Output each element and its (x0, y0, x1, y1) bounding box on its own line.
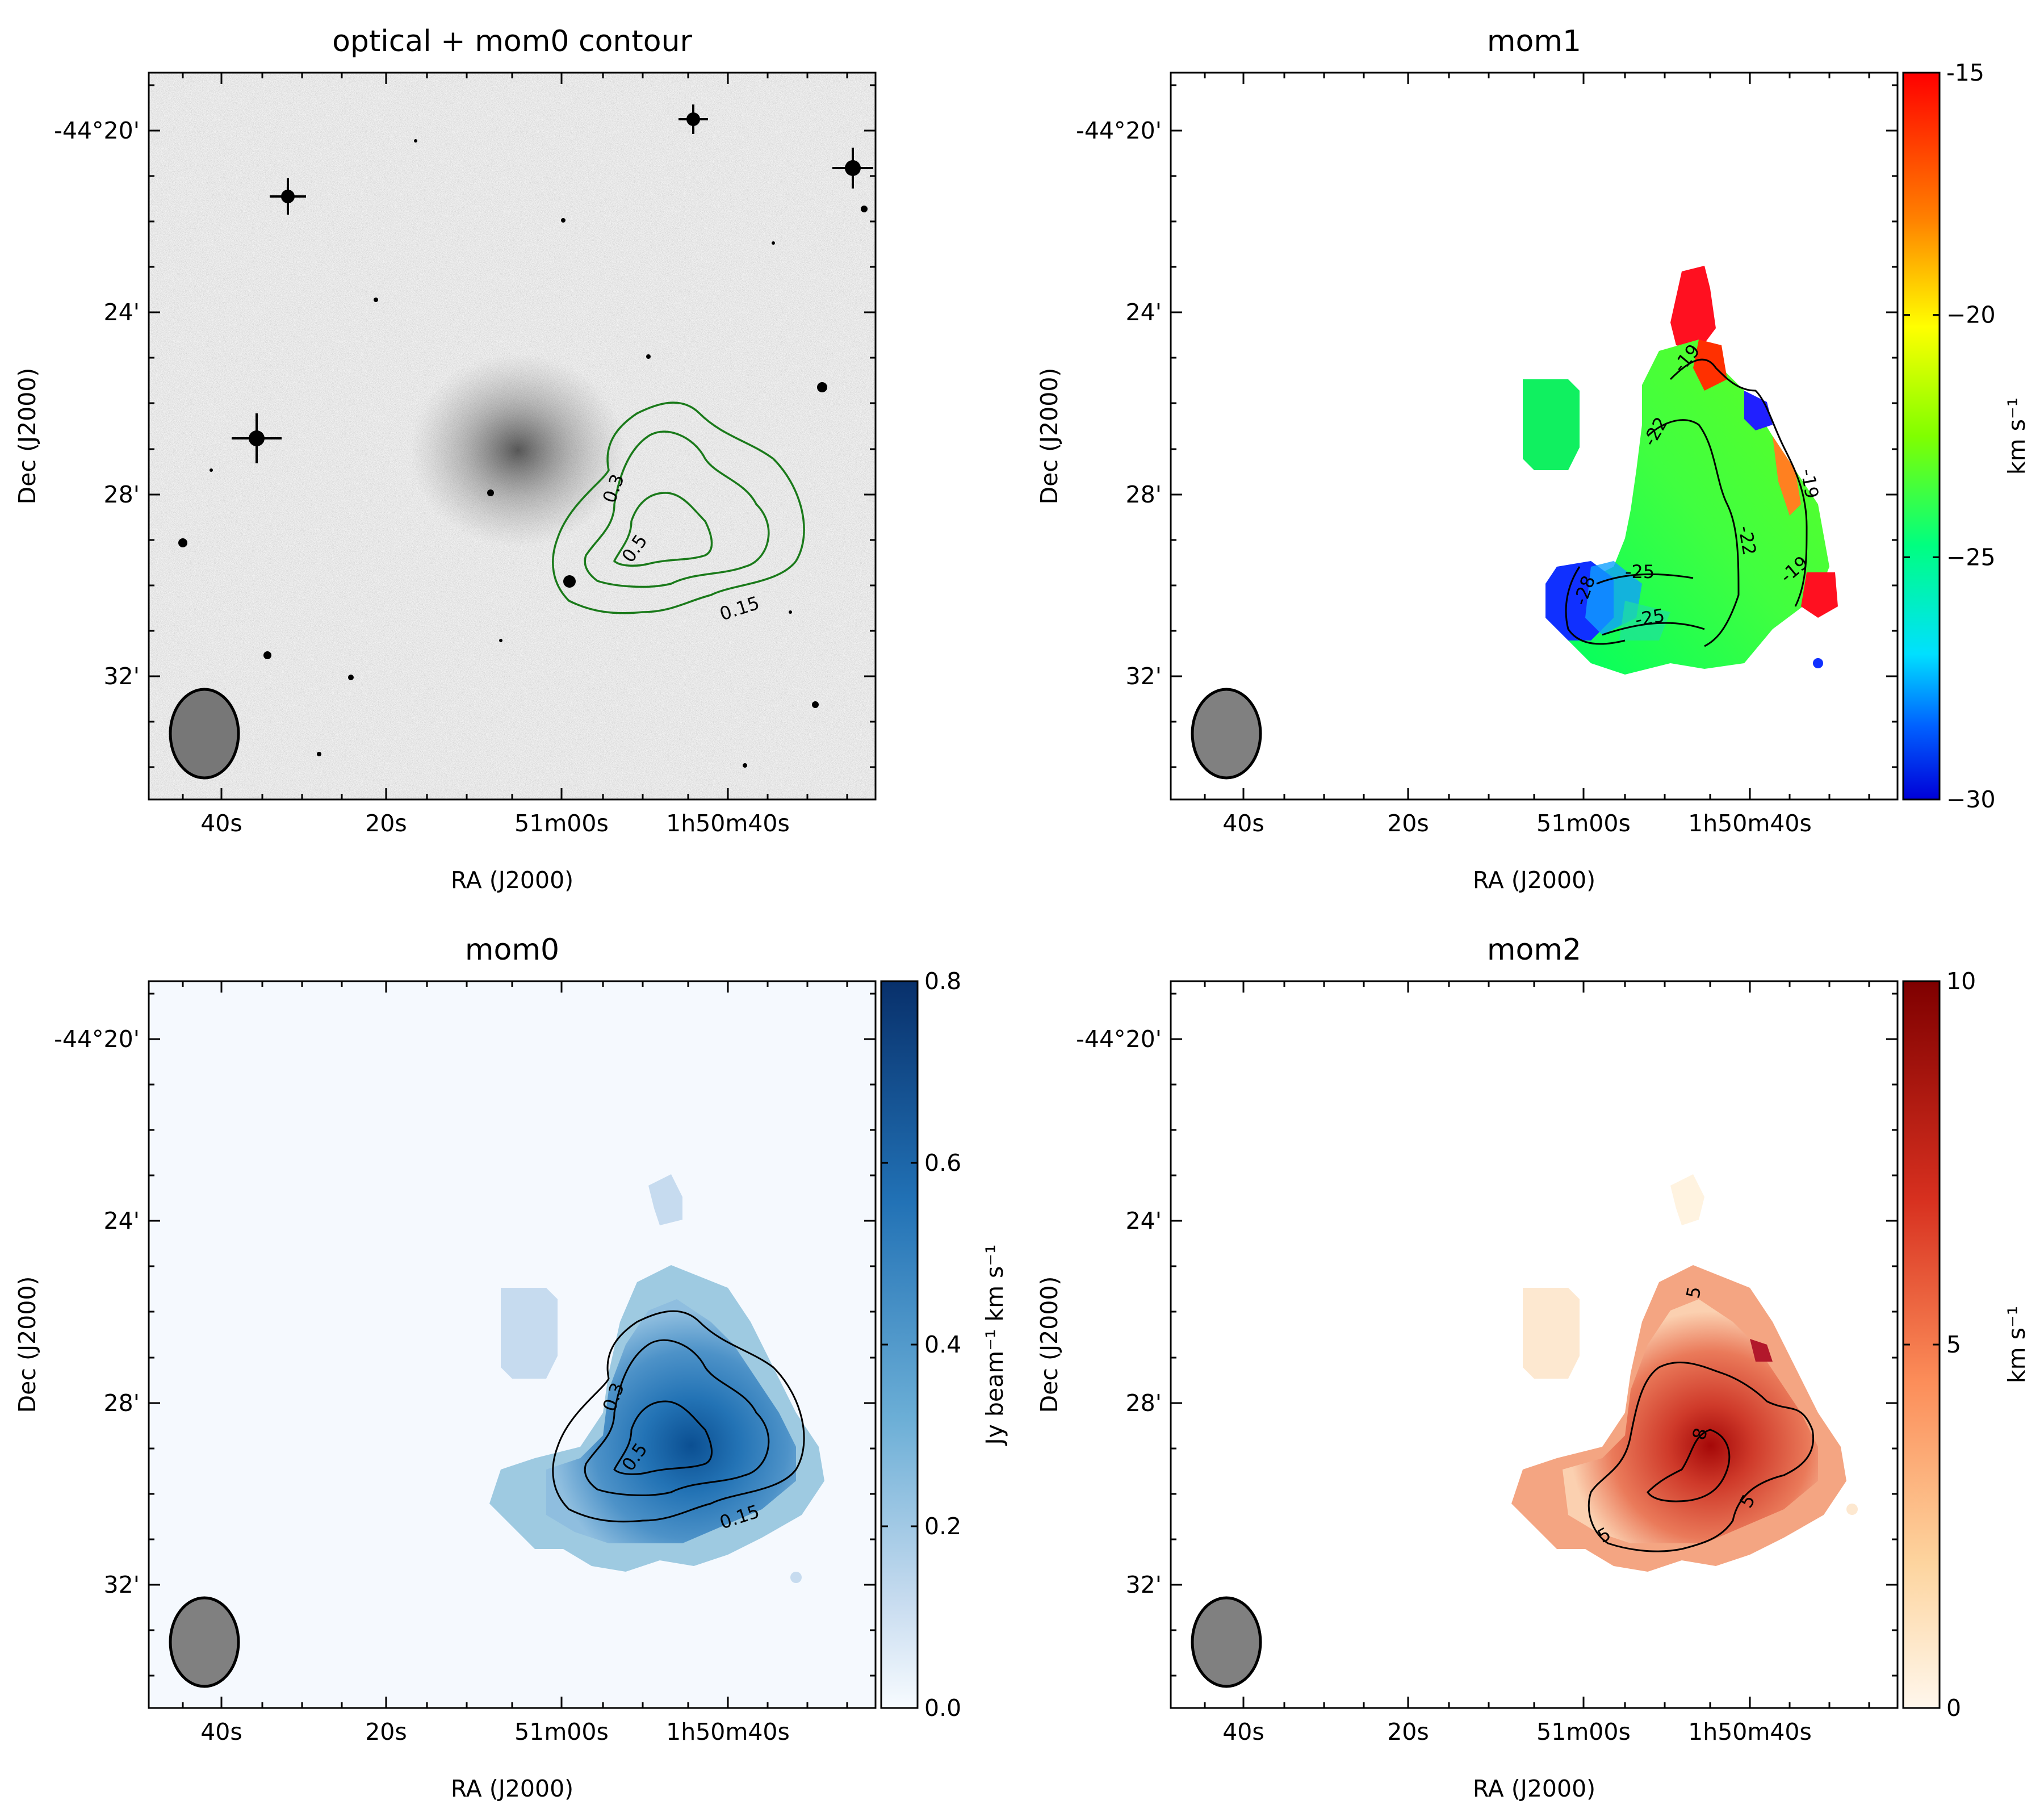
colorbar-tick-label: 0.6 (924, 1149, 961, 1177)
y-tick-label: 32' (1126, 1571, 1162, 1598)
tick-marks (149, 73, 876, 799)
mom1-contour-label-2: -25 (1625, 561, 1655, 583)
y-tick-label: -44°20' (54, 1025, 140, 1053)
panel-mom1: -19 -22 -25 -28 -25 -22 -19 -19 (1170, 72, 1941, 801)
y-axis-label: Dec (J2000) (14, 1276, 41, 1413)
x-tick-label: 20s (1387, 810, 1429, 837)
x-tick-label: 1h50m40s (1688, 1718, 1812, 1745)
colorbar-tick-label: −25 (1946, 543, 1996, 571)
y-tick-label: 28' (1126, 481, 1162, 508)
y-tick-label: 28' (104, 1389, 140, 1417)
x-tick-label: 20s (365, 1718, 407, 1745)
x-tick-label: 40s (1222, 810, 1264, 837)
y-axis-label: Dec (J2000) (1036, 368, 1063, 505)
x-tick-label: 40s (200, 1718, 242, 1745)
colorbar-tick-label: 5 (1946, 1331, 1961, 1358)
colorbar-tick-label: 0.2 (924, 1513, 961, 1540)
y-tick-label: 28' (104, 481, 140, 508)
axes-layer: optical + mom0 contour 40s 20s 51m00s 1h50m4… (14, 24, 2030, 1802)
x-tick-label: 40s (1222, 1718, 1264, 1745)
x-axis-label: RA (J2000) (451, 1775, 573, 1802)
mom2-map (1511, 1174, 1858, 1572)
colorbar-tick-label: 10 (1946, 968, 1976, 995)
mom1-colorbar (1902, 72, 1941, 801)
mom0-contours (552, 401, 805, 614)
colorbar-label: km s⁻¹ (2003, 1306, 2030, 1383)
panel-mom0: 0.15 0.3 0.5 (148, 980, 919, 1709)
y-axis-label: Dec (J2000) (14, 368, 41, 505)
beam-ellipse (1191, 688, 1262, 780)
x-axis-label: RA (J2000) (1473, 866, 1595, 894)
y-tick-label: -44°20' (1076, 1025, 1162, 1053)
colorbar-tick-label: −20 (1946, 302, 1996, 329)
mom1-contour-label-5: -22 (1734, 524, 1760, 557)
beam-ellipse (169, 688, 240, 780)
x-tick-label: 51m00s (514, 810, 609, 837)
y-tick-label: -44°20' (1076, 117, 1162, 144)
y-tick-label: 32' (104, 1571, 140, 1598)
mom1-contours (1565, 358, 1808, 647)
y-tick-label: 28' (1126, 1389, 1162, 1417)
colorbar-tick-label: 0.4 (924, 1331, 961, 1358)
x-tick-label: 1h50m40s (666, 810, 790, 837)
galaxy-emission (410, 354, 626, 547)
axes-mom1: mom1 40s 20s 51m00s 1h50m40s -44°20' 24' 28' 32'… (1036, 24, 2030, 894)
x-tick-label: 1h50m40s (1688, 810, 1812, 837)
mom1-map (1523, 266, 1838, 675)
axes-mom2: mom2 40s 20s 51m00s 1h50m40s -44°20' 24' 28' 32'… (1036, 933, 2030, 1802)
y-tick-label: 32' (104, 663, 140, 690)
colorbar-tick-label: 0.0 (924, 1694, 961, 1722)
mom1-contour-label-6: -19 (1796, 467, 1823, 500)
colorbar-tick-label: -15 (1946, 59, 1984, 86)
mom1-contour-label-4: -25 (1633, 604, 1666, 630)
colorbar-label: km s⁻¹ (2003, 397, 2030, 475)
x-tick-label: 1h50m40s (666, 1718, 790, 1745)
panel-title: mom2 (1487, 933, 1581, 967)
beam-ellipse (169, 1596, 240, 1688)
beam-ellipse (1191, 1596, 1262, 1688)
colorbar-tick-label: 0 (1946, 1694, 1961, 1722)
x-tick-label: 20s (1387, 1718, 1429, 1745)
tick-marks (149, 981, 876, 1708)
panel-mom2: 5 5 5 8 (1170, 980, 1941, 1709)
tick-marks (1171, 73, 1898, 799)
y-tick-label: 24' (1126, 299, 1162, 326)
panel-title: optical + mom0 contour (332, 24, 692, 58)
y-tick-label: 24' (104, 299, 140, 326)
colorbar-label: Jy beam⁻¹ km s⁻¹ (981, 1245, 1008, 1447)
colorbar-tick-label: 0.8 (924, 968, 961, 995)
tick-marks (1171, 981, 1898, 1708)
x-tick-label: 51m00s (514, 1718, 609, 1745)
x-tick-label: 40s (200, 810, 242, 837)
y-tick-label: 24' (104, 1207, 140, 1234)
x-axis-label: RA (J2000) (451, 866, 573, 894)
y-tick-label: 32' (1126, 663, 1162, 690)
y-axis-label: Dec (J2000) (1036, 1276, 1063, 1413)
y-tick-label: -44°20' (54, 117, 140, 144)
x-tick-label: 51m00s (1536, 810, 1631, 837)
x-axis-label: RA (J2000) (1473, 1775, 1595, 1802)
axes-optical: optical + mom0 contour 40s 20s 51m00s 1h50m4… (14, 24, 876, 894)
panel-title: mom0 (465, 933, 559, 967)
panel-title: mom1 (1487, 24, 1581, 58)
mom2-contours (1588, 1361, 1815, 1552)
mom0-contours (552, 1310, 805, 1523)
x-tick-label: 20s (365, 810, 407, 837)
colorbar-tick-label: −30 (1946, 786, 1996, 813)
panel-optical: 0.15 0.3 0.5 (148, 72, 877, 801)
x-tick-label: 51m00s (1536, 1718, 1631, 1745)
axes-mom0: mom0 40s 20s 51m00s 1h50m40s -44°20' 24' 28' 32'… (14, 933, 1008, 1802)
y-tick-label: 24' (1126, 1207, 1162, 1234)
star-spikes (232, 104, 873, 463)
